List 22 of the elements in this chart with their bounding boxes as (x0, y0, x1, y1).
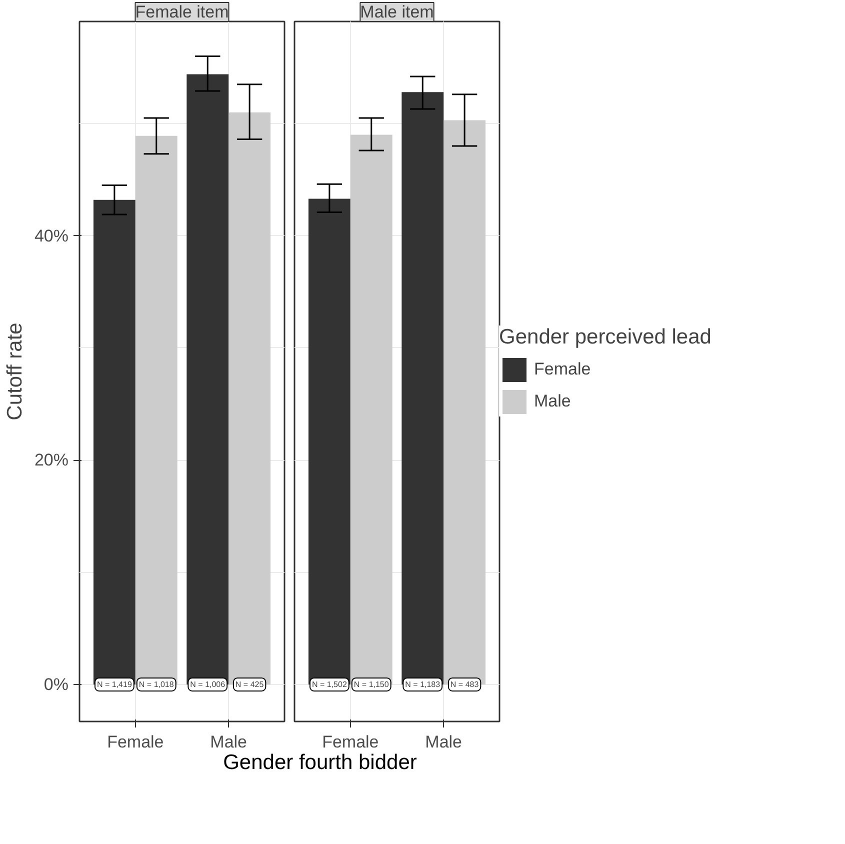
annotation: N = 425 (235, 680, 264, 689)
x-tick-label: Female (322, 732, 379, 752)
annotation: N = 1,419 (96, 680, 132, 689)
y-tick-label: 40% (34, 226, 69, 246)
annotation: N = 1,150 (354, 680, 390, 689)
y-tick-label: 20% (34, 450, 69, 470)
y-tick-label: 0% (44, 674, 69, 694)
annotation: N = 1,183 (405, 680, 441, 689)
legend-label: Male (534, 392, 571, 412)
annotation: N = 1,006 (190, 680, 226, 689)
annotation: N = 483 (450, 680, 480, 689)
legend-label: Female (534, 360, 591, 380)
x-tick-label: Female (107, 732, 164, 752)
annotation: N = 1,018 (138, 680, 174, 689)
legend-title: Gender perceived lead (499, 326, 712, 350)
y-axis-title: Cutoff rate (3, 322, 26, 420)
x-tick-label: Male (210, 732, 248, 752)
x-axis-title: Gender fourth bidder (223, 750, 417, 776)
chart-title: Male item (360, 2, 434, 22)
x-tick-label: Male (425, 732, 462, 752)
annotation: N = 1,502 (312, 680, 348, 689)
chart-title: Female item (135, 2, 229, 22)
